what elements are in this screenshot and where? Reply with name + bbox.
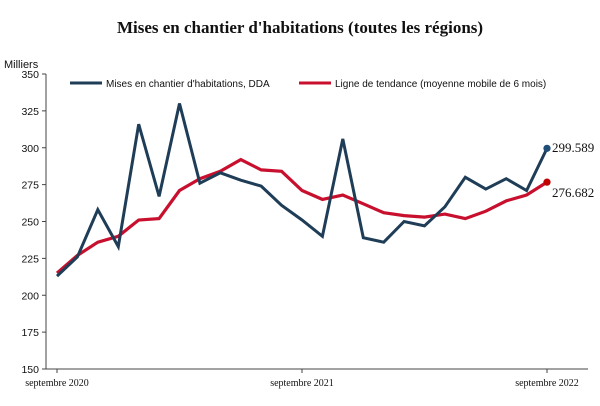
y-tick-label: 225 <box>21 253 39 265</box>
series-line-trend <box>55 157 548 275</box>
end-point-trend <box>543 178 551 186</box>
end-label-dda: 299.589 <box>552 140 594 155</box>
y-tick-label: 325 <box>21 106 39 118</box>
series-line-dda <box>55 103 549 278</box>
end-point-dda <box>543 144 551 152</box>
y-tick-label: 300 <box>21 143 39 155</box>
x-tick-label: septembre 2022 <box>515 378 579 389</box>
legend-label-trend: Ligne de tendance (moyenne mobile de 6 m… <box>335 79 546 90</box>
y-tick-label: 250 <box>21 217 39 229</box>
y-axis-label: Milliers <box>4 59 39 71</box>
x-axis-ticks: septembre 2020 septembre 2021 septembre 20… <box>25 369 579 389</box>
x-tick-label: septembre 2021 <box>270 378 334 389</box>
x-tick-label: septembre 2020 <box>25 378 89 389</box>
chart-title: Mises en chantier d'habitations (toutes … <box>117 18 483 37</box>
y-axis-ticks: 150 175 200 225 250 275 300 325 350 <box>21 69 46 376</box>
legend-label-dda: Mises en chantier d'habitations, DDA <box>106 79 270 90</box>
series-layer <box>55 103 551 278</box>
y-tick-label: 150 <box>21 364 39 376</box>
y-tick-label: 350 <box>21 69 39 81</box>
y-tick-label: 200 <box>21 290 39 302</box>
y-tick-label: 275 <box>21 180 39 192</box>
y-tick-label: 175 <box>21 327 39 339</box>
legend: Mises en chantier d'habitations, DDA Lig… <box>70 79 546 90</box>
end-label-trend: 276.682 <box>552 185 594 200</box>
